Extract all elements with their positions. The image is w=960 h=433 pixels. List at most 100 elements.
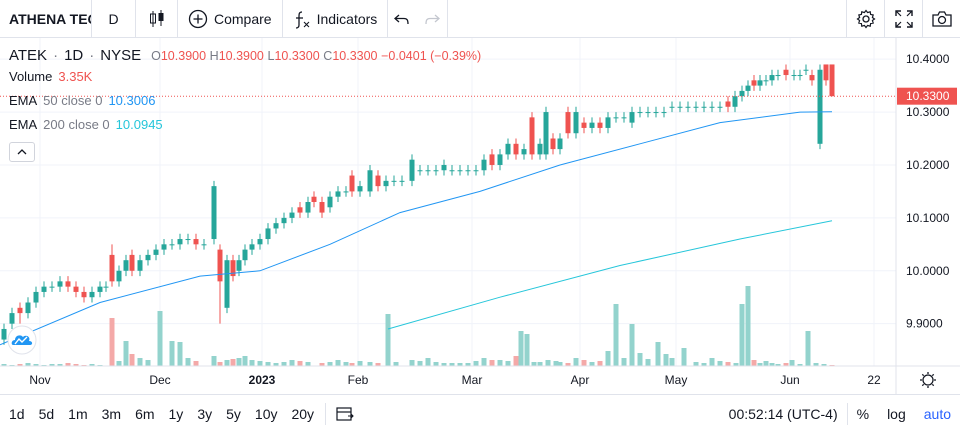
candle-body xyxy=(116,270,122,282)
candle-body xyxy=(103,286,109,288)
volume-bar xyxy=(545,360,551,366)
time-tick-label: Feb xyxy=(348,373,369,387)
time-tick-label: Mar xyxy=(462,373,483,387)
range-button-5y[interactable]: 5y xyxy=(226,406,241,422)
candle-body xyxy=(817,69,823,144)
candle-body xyxy=(349,175,355,192)
snapshot-button[interactable] xyxy=(922,0,960,38)
candle-body xyxy=(550,138,556,150)
interval-button[interactable]: D xyxy=(92,0,136,38)
range-button-10y[interactable]: 10y xyxy=(254,406,278,422)
candle-body xyxy=(791,75,797,77)
fullscreen-button[interactable] xyxy=(884,0,922,38)
candle-body xyxy=(709,106,715,108)
candle-body xyxy=(653,112,659,114)
candle-body xyxy=(177,239,183,245)
price-axis[interactable]: 10.4000 10.3000 10.2000 10.1000 10.0000 9.900… xyxy=(906,52,950,331)
price-tick-label: 10.3000 xyxy=(906,105,950,119)
current-price-tag xyxy=(897,87,957,105)
legend-collapse-button[interactable] xyxy=(9,142,35,162)
candle-body xyxy=(33,291,39,303)
candle-body xyxy=(97,286,103,292)
candle-body xyxy=(797,75,803,77)
volume-bar xyxy=(701,363,707,366)
candle-body xyxy=(49,286,55,288)
price-chart[interactable]: 10.4000 10.3000 10.2000 10.1000 10.0000 9.900… xyxy=(0,38,960,394)
clock-timezone[interactable]: 00:52:14 (UTC-4) xyxy=(728,406,838,422)
settings-button[interactable] xyxy=(846,0,884,38)
volume-bar xyxy=(49,364,55,366)
candle-body xyxy=(311,196,317,202)
candle-body xyxy=(145,254,151,261)
candle-body xyxy=(319,202,325,213)
candle-body xyxy=(823,64,829,81)
range-button-6m[interactable]: 6m xyxy=(135,406,155,422)
volume-bar xyxy=(1,364,7,366)
indicators-button[interactable]: Indicators xyxy=(283,0,389,38)
volume-bars xyxy=(1,286,835,366)
range-button-20y[interactable]: 20y xyxy=(291,406,315,422)
log-toggle[interactable]: log xyxy=(887,406,906,422)
separator xyxy=(325,403,327,425)
candle-body xyxy=(739,90,745,97)
volume-bar xyxy=(157,311,163,366)
volume-bar xyxy=(425,358,431,366)
volume-bar xyxy=(123,341,129,366)
candle-body xyxy=(391,180,397,182)
candlestick-icon xyxy=(149,9,163,27)
ema50-legend-row[interactable]: EMA 50 close 0 10.3006 xyxy=(9,88,481,112)
volume-bar xyxy=(17,364,23,366)
range-button-3y[interactable]: 3y xyxy=(197,406,213,422)
undo-button[interactable] xyxy=(388,0,416,38)
range-button-3m[interactable]: 3m xyxy=(101,406,122,422)
range-button-5d[interactable]: 5d xyxy=(38,406,55,422)
legend-interval: 1D xyxy=(64,46,84,64)
ema200-line xyxy=(387,220,833,330)
chart-type-button[interactable] xyxy=(136,0,178,38)
range-button-1m[interactable]: 1m xyxy=(68,406,88,422)
date-range-button[interactable] xyxy=(336,406,354,422)
time-tick-label: Nov xyxy=(29,373,50,387)
candle-body xyxy=(217,249,223,282)
indicators-label: Indicators xyxy=(316,10,378,27)
volume-legend-row[interactable]: Volume 3.35K xyxy=(9,64,481,88)
time-tick-label: Jun xyxy=(780,373,799,387)
range-button-1y[interactable]: 1y xyxy=(168,406,184,422)
candle-body xyxy=(513,143,519,155)
volume-bar xyxy=(417,361,423,366)
candle-body xyxy=(829,64,835,97)
symbol-search-button[interactable]: ATHENA TEC xyxy=(0,0,92,38)
candle-body xyxy=(73,286,79,292)
volume-bar xyxy=(524,334,530,366)
volume-bar xyxy=(745,286,751,366)
sun-rays xyxy=(920,372,936,388)
volume-bar xyxy=(249,360,255,366)
auto-toggle[interactable]: auto xyxy=(923,406,951,422)
redo-button[interactable] xyxy=(416,0,449,38)
volume-bar xyxy=(465,363,471,366)
range-button-1d[interactable]: 1d xyxy=(9,406,25,422)
high-label: H xyxy=(209,48,219,63)
compare-button[interactable]: Compare xyxy=(178,0,283,38)
axis-settings-button[interactable] xyxy=(920,372,936,388)
percent-toggle[interactable]: % xyxy=(856,406,870,422)
candle-body xyxy=(265,228,271,240)
candle-body xyxy=(573,112,579,134)
ema50-value: 10.3006 xyxy=(108,92,156,108)
volume-bar xyxy=(393,362,399,366)
volume-bar xyxy=(305,362,311,366)
candle-body xyxy=(557,138,563,150)
candle-body xyxy=(281,217,287,224)
ema200-legend-row[interactable]: EMA 200 close 0 10.0945 xyxy=(9,112,481,136)
calendar-range-icon xyxy=(336,407,354,421)
plus-circle-icon xyxy=(188,9,208,28)
time-axis[interactable]: Nov Dec 2023 Feb Mar Apr May Jun 22 xyxy=(29,373,881,387)
volume-bar xyxy=(473,361,479,366)
candle-body xyxy=(224,260,230,308)
candle-body xyxy=(685,106,691,108)
candle-body xyxy=(775,75,781,77)
volume-bar xyxy=(537,362,543,366)
candle-body xyxy=(153,249,159,255)
volume-bar xyxy=(621,358,627,366)
candle-body xyxy=(433,170,439,172)
